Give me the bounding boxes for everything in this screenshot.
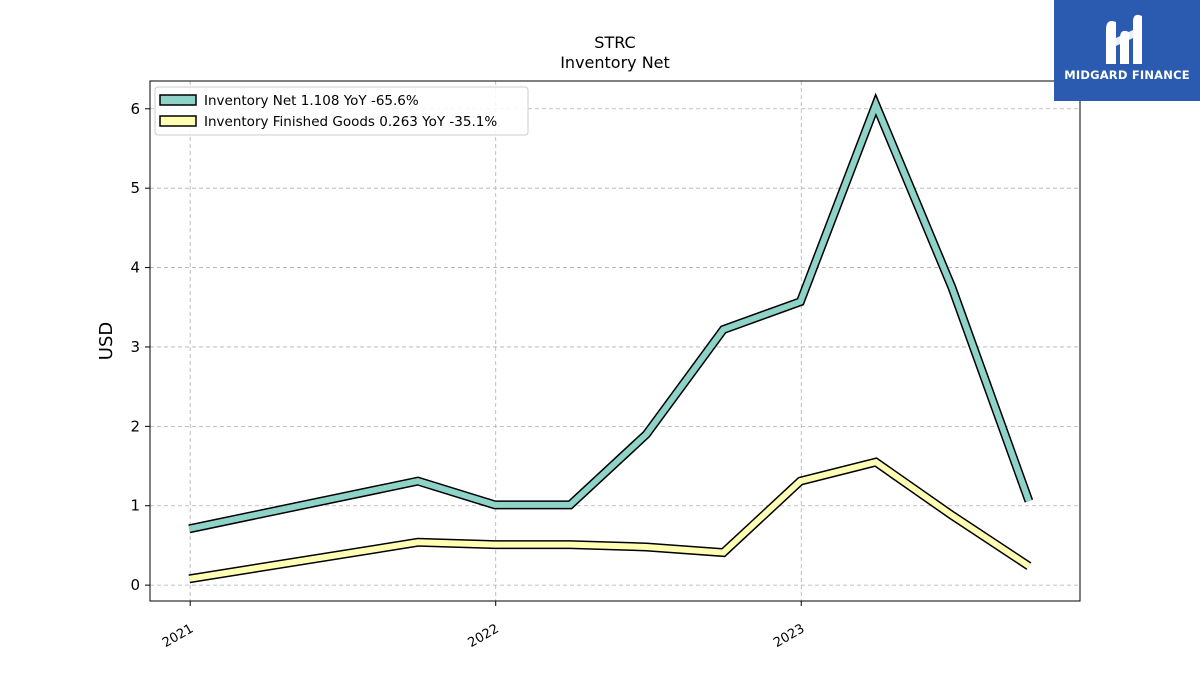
legend-swatch-0 [159,94,197,106]
legend-swatch-1 [159,115,197,127]
y-tick-label: 3 [130,338,140,356]
series-line-0 [188,96,1032,532]
y-axis: 0 1 2 3 4 5 6 [130,100,150,594]
legend-label-0: Inventory Net 1.108 YoY -65.6% [204,93,419,109]
legend-box [154,86,529,136]
y-tick-label: 0 [130,576,140,594]
x-tick-label: 2023 [771,621,807,651]
y-tick-label: 5 [130,179,140,197]
y-tick-label: 4 [130,259,140,277]
x-tick-label: 2021 [160,621,196,651]
plot-frame [149,80,1081,602]
y-axis-label: USD [96,322,117,360]
brand-logo: MIDGARD FINANCE [1054,0,1200,101]
grid [150,81,1080,601]
y-tick-label: 1 [130,497,140,515]
x-axis: 2021 2022 2023 [160,601,807,651]
legend-label-1: Inventory Finished Goods 0.263 YoY -35.1… [204,114,497,130]
chart-title: STRC [594,33,635,52]
brand-name: MIDGARD FINANCE [1064,68,1190,82]
series-line-1 [188,458,1031,582]
midgard-logo-icon [1106,14,1142,64]
y-tick-label: 2 [130,417,140,435]
series-lines [188,92,1034,584]
legend: Inventory Net 1.108 YoY -65.6% Inventory … [154,86,529,136]
chart-subtitle: Inventory Net [560,53,670,72]
y-tick-label: 6 [130,100,140,118]
x-tick-label: 2022 [466,621,502,651]
